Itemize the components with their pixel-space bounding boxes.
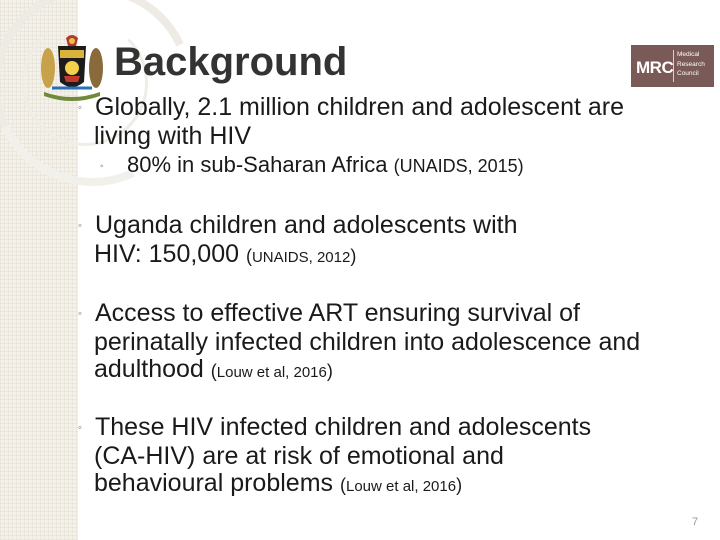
bullet-access-art: ◦ Access to effective ART ensuring surviv… <box>78 299 641 383</box>
logo-divider <box>673 50 674 82</box>
bullet-ca-hiv: ◦ These HIV infected children and adolesc… <box>78 413 592 497</box>
decorative-arc-inner <box>22 20 148 146</box>
slide-title: Background <box>114 40 348 84</box>
bullet-marker-icon: ◦ <box>78 102 82 114</box>
uganda-coat-of-arms-icon <box>41 35 103 101</box>
sub-bullet-subsaharan: ◦ 80% in sub-Saharan Africa (UNAIDS, 2015… <box>100 152 524 180</box>
mrc-logo: MRC Medical Research Council <box>631 45 714 87</box>
page-number: 7 <box>692 516 699 528</box>
bullet-marker-icon: ◦ <box>78 220 82 232</box>
logo-abbreviation: MRC <box>636 58 674 77</box>
bullet-marker-icon: ◦ <box>100 161 104 172</box>
bullet-globally: ◦ Globally, 2.1 million children and adol… <box>78 93 625 150</box>
bullet-uganda: ◦ Uganda children and adolescents with HI… <box>78 211 518 268</box>
bullet-marker-icon: ◦ <box>78 308 82 320</box>
bullet-marker-icon: ◦ <box>78 422 82 434</box>
logo-text: Medical Research Council <box>677 51 705 77</box>
